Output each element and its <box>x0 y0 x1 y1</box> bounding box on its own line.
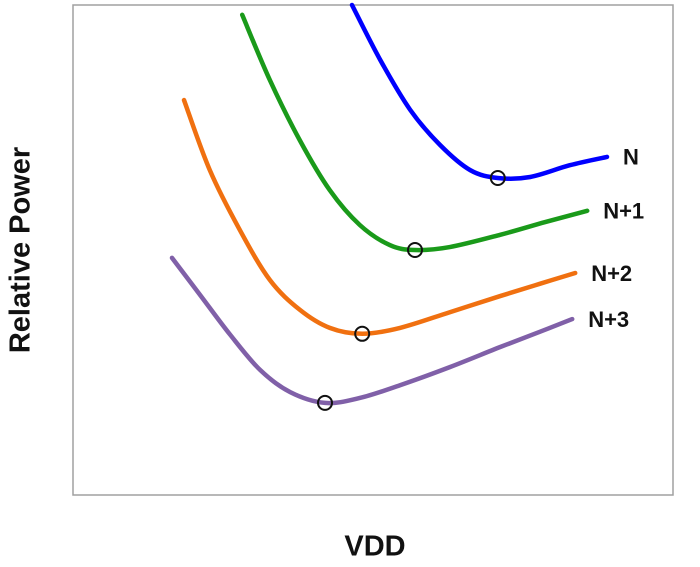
optimum-marker <box>489 169 506 186</box>
y-axis-label: Relative Power <box>5 147 37 353</box>
optimum-marker <box>317 394 333 411</box>
series-label: N+2 <box>591 261 632 286</box>
x-axis-label: VDD <box>344 531 405 563</box>
curve <box>239 12 590 253</box>
curve <box>349 2 610 181</box>
series-label: N+3 <box>588 307 629 332</box>
series-label: N+1 <box>603 199 644 224</box>
curve <box>181 97 578 337</box>
plot-frame <box>72 4 674 496</box>
optimum-marker <box>407 242 423 258</box>
curve <box>169 255 575 406</box>
series-label: N <box>623 145 639 170</box>
optimum-marker <box>354 325 371 342</box>
